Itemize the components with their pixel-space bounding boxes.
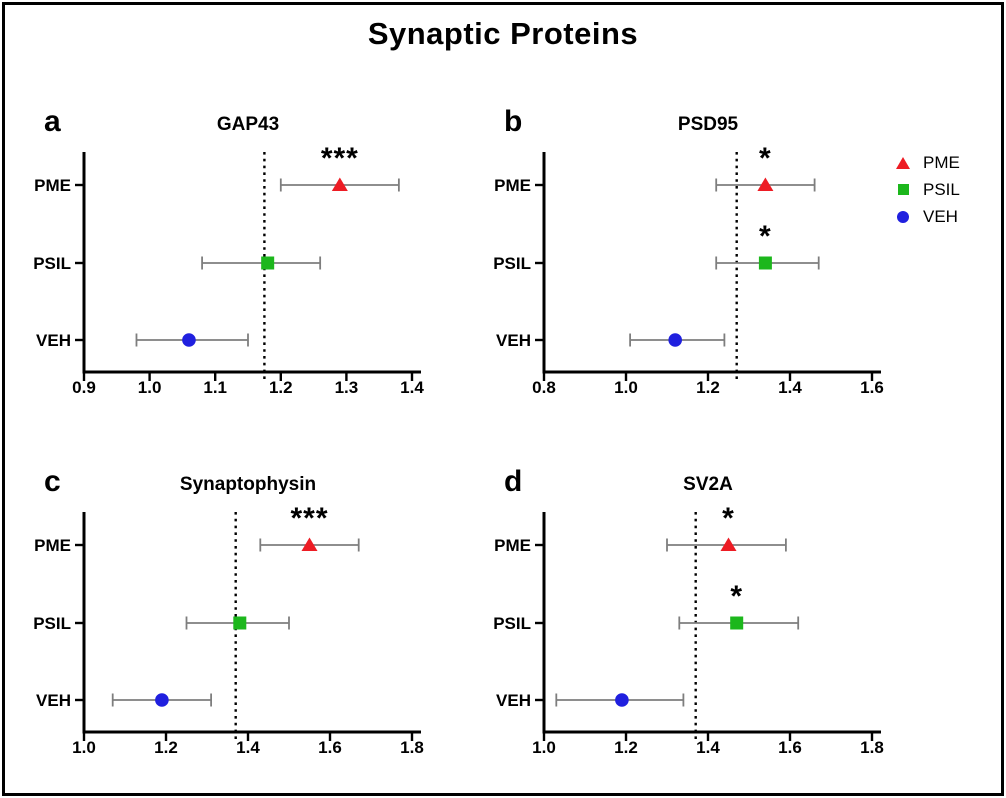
legend-label-psil: PSIL [923,179,960,199]
x-tick-label: 0.9 [72,378,96,397]
veh-circle-icon [897,210,909,223]
panel-sv2a: d SV2A * PME * PSIL VEH 1.0 1.2 1.4 1.6 1.8 [480,450,920,768]
x-tick-label: 1.0 [614,378,638,397]
category-label: PSIL [493,614,531,633]
panel-psd95: b PSD95 * PME * PSIL VEH 0.8 1.0 1.2 1.4 1.6 [480,90,920,408]
x-tick-label: 1.2 [269,378,293,397]
panel-synaptophysin: c Synaptophysin *** PME PSIL VEH 1.0 1.2 1.4 1.6 1… [20,450,460,768]
x-tick-label: 1.2 [696,378,720,397]
legend-marker-box [891,184,915,195]
plot-gap43: a GAP43 *** PME PSIL VEH 0.9 1.0 1.1 1.2 1.3 1.4 [33,105,424,397]
legend-label-veh: VEH [923,206,958,226]
x-tick-label: 1.4 [696,738,720,757]
category-label: PME [34,176,71,195]
marker-square [730,616,744,630]
figure-title: Synaptic Proteins [367,16,639,51]
marker-circle [615,693,629,707]
x-tick-label: 1.3 [335,378,359,397]
category-label: PSIL [493,254,531,273]
category-label: PME [494,536,531,555]
panel-title: Synaptophysin [180,474,316,495]
significance-stars: * [759,220,772,253]
marker-triangle [331,177,348,191]
x-tick-label: 1.6 [318,738,342,757]
x-tick-label: 1.8 [860,738,884,757]
marker-square [233,616,247,630]
x-tick-label: 1.0 [72,738,96,757]
x-tick-label: 1.6 [860,378,884,397]
category-label: VEH [496,691,531,710]
legend-item-psil: PSIL [891,176,991,203]
legend: PME PSIL VEH [891,149,991,230]
significance-stars: * [759,142,772,175]
legend-marker-box [891,156,915,169]
x-tick-label: 1.4 [236,738,260,757]
legend-marker-box [891,210,915,223]
significance-stars: * [730,580,743,613]
panel-letter: c [44,465,61,498]
plot-psd95: b PSD95 * PME * PSIL VEH 0.8 1.0 1.2 1.4 1.6 [493,105,884,397]
pme-triangle-icon [896,156,910,169]
legend-item-veh: VEH [891,203,991,230]
x-tick-label: 1.1 [203,378,227,397]
significance-stars: *** [321,142,359,175]
marker-triangle [301,537,318,551]
panel-title: GAP43 [217,114,279,135]
x-tick-label: 1.4 [778,378,802,397]
significance-stars: *** [290,502,328,535]
x-tick-label: 1.2 [614,738,638,757]
category-label: VEH [496,331,531,350]
category-label: PME [34,536,71,555]
x-tick-label: 1.0 [138,378,162,397]
panel-gap43: a GAP43 *** PME PSIL VEH 0.9 1.0 1.1 1.2 1.3 1.4 [20,90,460,408]
panel-letter: b [504,105,522,138]
marker-circle [668,333,682,347]
x-tick-label: 0.8 [532,378,556,397]
marker-square [261,256,275,270]
category-label: PME [494,176,531,195]
category-label: VEH [36,331,71,350]
x-tick-label: 1.6 [778,738,802,757]
marker-triangle [720,537,737,551]
panel-letter: d [504,465,522,498]
significance-stars: * [722,502,735,535]
marker-circle [155,693,169,707]
x-tick-label: 1.8 [400,738,424,757]
panel-title: SV2A [683,474,733,495]
panel-letter: a [44,105,61,138]
x-tick-label: 1.2 [154,738,178,757]
panel-title: PSD95 [678,114,739,135]
marker-triangle [757,177,774,191]
plot-sv2a: d SV2A * PME * PSIL VEH 1.0 1.2 1.4 1.6 1.8 [493,465,884,757]
category-label: VEH [36,691,71,710]
category-label: PSIL [33,614,71,633]
psil-square-icon [897,184,909,195]
marker-circle [182,333,196,347]
legend-item-pme: PME [891,149,991,176]
plot-synaptophysin: c Synaptophysin *** PME PSIL VEH 1.0 1.2 1.4 1.6 1… [33,465,424,757]
marker-square [758,256,772,270]
x-tick-label: 1.4 [400,378,424,397]
legend-label-pme: PME [923,152,960,172]
x-tick-label: 1.0 [532,738,556,757]
category-label: PSIL [33,254,71,273]
